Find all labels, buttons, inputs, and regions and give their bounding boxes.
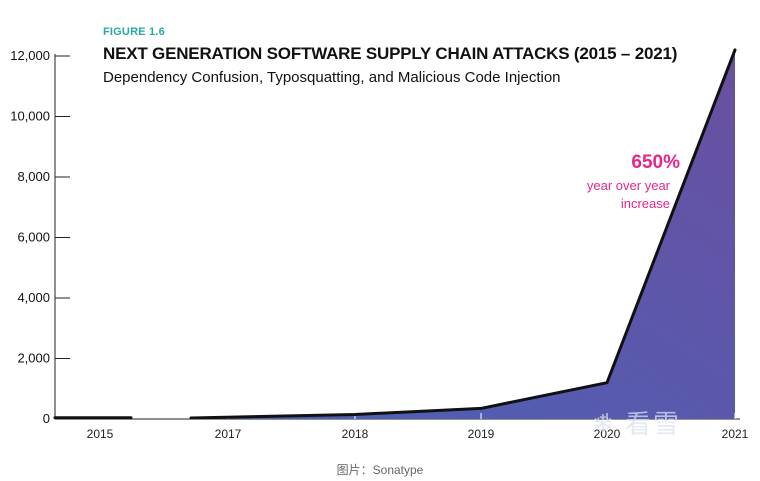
y-tick-label: 12,000: [10, 48, 50, 63]
figure-label: FIGURE 1.6: [103, 26, 165, 38]
x-tick-label: 2015: [87, 427, 114, 441]
y-tick-label: 10,000: [10, 109, 50, 124]
series-area-segment: [191, 49, 735, 419]
y-tick-label: 6,000: [17, 230, 50, 245]
series-line: [53, 48, 737, 420]
series-line-segment: [189, 48, 737, 420]
chart-title: NEXT GENERATION SOFTWARE SUPPLY CHAIN AT…: [103, 44, 678, 63]
x-tick-label: 2018: [342, 427, 369, 441]
x-tick-label: 2017: [215, 427, 242, 441]
annotation-text: year over year increase: [540, 177, 670, 213]
chart-subtitle: Dependency Confusion, Typosquatting, and…: [103, 69, 561, 86]
y-axis: 0 2,000 4,000 6,000 8,000 10,000 12,000: [10, 48, 70, 426]
y-tick-label: 2,000: [17, 351, 50, 366]
image-caption: 图片：Sonatype: [336, 463, 424, 477]
y-tick-label: 0: [43, 411, 50, 426]
annotation-line-1: year over year: [586, 178, 670, 193]
x-tick-label: 2020: [594, 427, 621, 441]
x-axis: 2015 2017 2018 2019 2020 2021: [55, 418, 749, 441]
y-tick-label: 4,000: [17, 290, 50, 305]
annotation-percent: 650%: [631, 152, 680, 173]
series-area: [55, 49, 736, 419]
watermark-logo: ❄ 看雪: [592, 409, 682, 439]
x-tick-label: 2019: [468, 427, 495, 441]
x-tick-label: 2021: [722, 427, 749, 441]
y-tick-label: 8,000: [17, 169, 50, 184]
annotation-line-2: increase: [620, 196, 670, 211]
